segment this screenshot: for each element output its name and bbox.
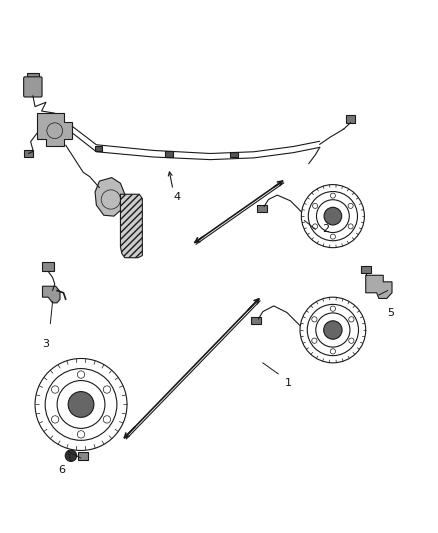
Text: 2: 2 — [322, 224, 329, 235]
Bar — [165, 151, 173, 157]
Text: 5: 5 — [388, 308, 395, 318]
Text: 1: 1 — [285, 378, 292, 388]
Text: 4: 4 — [174, 192, 181, 202]
Circle shape — [324, 207, 342, 225]
Text: 6: 6 — [58, 465, 65, 475]
Circle shape — [324, 321, 342, 339]
Polygon shape — [42, 286, 60, 303]
Bar — [346, 115, 355, 123]
Circle shape — [65, 450, 77, 462]
FancyBboxPatch shape — [24, 77, 42, 97]
Polygon shape — [37, 113, 72, 146]
Bar — [251, 317, 261, 324]
Bar — [24, 150, 33, 157]
Bar — [95, 146, 102, 151]
Bar — [42, 262, 54, 271]
Bar — [257, 205, 267, 212]
Bar — [78, 452, 88, 459]
Bar — [230, 152, 238, 157]
Polygon shape — [95, 177, 125, 216]
Bar — [27, 72, 39, 84]
Polygon shape — [366, 275, 392, 298]
Text: 3: 3 — [42, 339, 49, 349]
Polygon shape — [120, 194, 142, 258]
Circle shape — [68, 392, 94, 417]
Bar — [361, 266, 371, 273]
